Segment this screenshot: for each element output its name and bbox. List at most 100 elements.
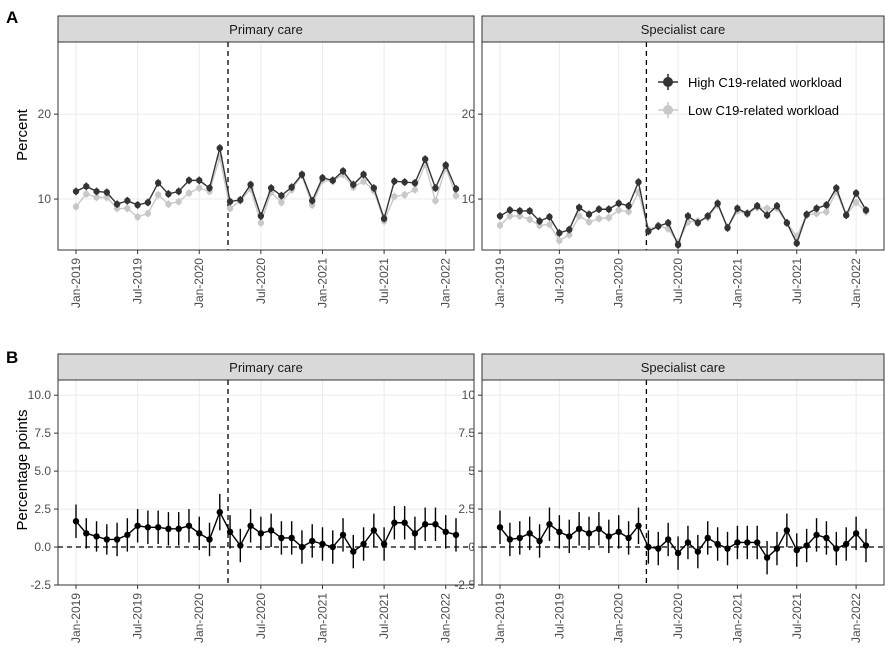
point-difference — [753, 539, 761, 546]
point-high — [763, 211, 771, 219]
point-high — [566, 226, 573, 233]
facet-label-b-primary: Primary care — [229, 360, 303, 375]
point-high — [267, 184, 275, 192]
x-tick-label: Jan-2019 — [493, 593, 507, 643]
point-high — [744, 210, 751, 217]
point-low — [506, 212, 514, 220]
point-difference — [226, 528, 234, 536]
x-tick-label: Jul-2021 — [790, 593, 804, 639]
point-high — [432, 184, 439, 192]
point-difference — [185, 522, 193, 529]
point-difference — [823, 534, 830, 542]
point-difference — [124, 531, 131, 539]
point-low — [432, 197, 439, 204]
point-low — [144, 210, 152, 217]
point-high — [319, 174, 326, 182]
x-tick-label: Jul-2021 — [377, 258, 391, 304]
point-high — [516, 207, 523, 215]
point-difference — [605, 533, 613, 540]
point-high — [391, 178, 398, 185]
point-difference — [763, 554, 771, 561]
point-high — [655, 223, 662, 230]
point-high — [154, 179, 162, 187]
point-difference — [339, 531, 347, 539]
point-high — [72, 188, 80, 195]
x-tick-label: Jan-2022 — [439, 258, 453, 308]
point-difference — [566, 533, 573, 540]
point-high — [83, 183, 90, 190]
point-difference — [237, 542, 244, 549]
point-high — [664, 219, 672, 227]
point-high — [803, 211, 810, 218]
panel-b-letter: B — [6, 348, 18, 367]
point-low — [165, 200, 172, 208]
point-high — [773, 202, 781, 210]
point-difference — [556, 528, 563, 536]
x-tick-label: Jul-2019 — [552, 593, 566, 639]
point-low — [401, 191, 408, 199]
point-difference — [625, 534, 632, 542]
point-difference — [206, 536, 213, 543]
point-difference — [391, 519, 398, 526]
y-tick-label: 10 — [462, 192, 476, 206]
point-low — [124, 205, 131, 212]
point-high — [556, 229, 563, 237]
point-difference — [724, 545, 731, 552]
point-difference — [575, 525, 583, 533]
x-tick-label: Jan-2021 — [315, 593, 329, 643]
point-high — [165, 190, 172, 198]
point-low — [615, 206, 622, 214]
point-high — [226, 198, 234, 205]
point-difference — [714, 540, 721, 548]
y-tick-label: 5 — [468, 464, 475, 478]
point-high — [237, 196, 244, 204]
point-high — [113, 200, 121, 208]
panel-a-y-axis-title: Percent — [14, 108, 31, 161]
point-difference — [247, 522, 254, 529]
x-tick-label: Jul-2020 — [671, 593, 685, 639]
point-difference — [843, 540, 850, 548]
point-difference — [773, 545, 781, 552]
point-high — [452, 185, 460, 193]
point-difference — [783, 527, 791, 534]
point-low — [196, 184, 203, 192]
point-difference — [674, 549, 682, 557]
y-tick-label: -2.5 — [30, 578, 51, 592]
x-tick-label: Jan-2021 — [730, 258, 744, 308]
point-low — [93, 194, 100, 201]
point-high — [605, 206, 613, 213]
plot-background-2 — [58, 380, 474, 585]
x-tick-label: Jan-2019 — [493, 258, 507, 308]
point-high — [216, 144, 223, 152]
point-high — [442, 161, 449, 169]
x-tick-label: Jul-2020 — [671, 258, 685, 304]
y-tick-label: -2.5 — [454, 578, 475, 592]
point-low — [496, 222, 504, 229]
point-high — [734, 205, 741, 212]
point-difference — [452, 531, 460, 539]
point-high — [674, 241, 682, 249]
facet-strip-a-specialist — [481, 15, 885, 43]
point-low — [546, 221, 553, 228]
point-high — [360, 171, 367, 178]
facet-label-a-specialist: Specialist care — [641, 22, 726, 37]
plot-layer: 10 20 Jan-2019 Jul-2019 Jan-2020 Jul-2020 Jan-… — [28, 41, 885, 643]
point-difference — [684, 539, 692, 546]
point-high — [506, 206, 514, 214]
point-high — [684, 212, 692, 220]
point-low — [257, 219, 265, 227]
panel-a-letter: A — [6, 8, 18, 27]
point-difference — [309, 537, 316, 545]
point-difference — [635, 522, 642, 529]
point-difference — [432, 521, 439, 528]
point-difference — [93, 533, 100, 540]
point-high — [421, 155, 429, 163]
point-high — [546, 213, 553, 221]
point-high — [196, 177, 203, 184]
point-high — [185, 177, 193, 184]
point-difference — [506, 536, 514, 543]
x-tick-label: Jan-2020 — [192, 593, 206, 643]
point-low — [585, 218, 593, 226]
point-difference — [442, 528, 449, 536]
legend-low-label: Low C19-related workload — [688, 103, 839, 118]
